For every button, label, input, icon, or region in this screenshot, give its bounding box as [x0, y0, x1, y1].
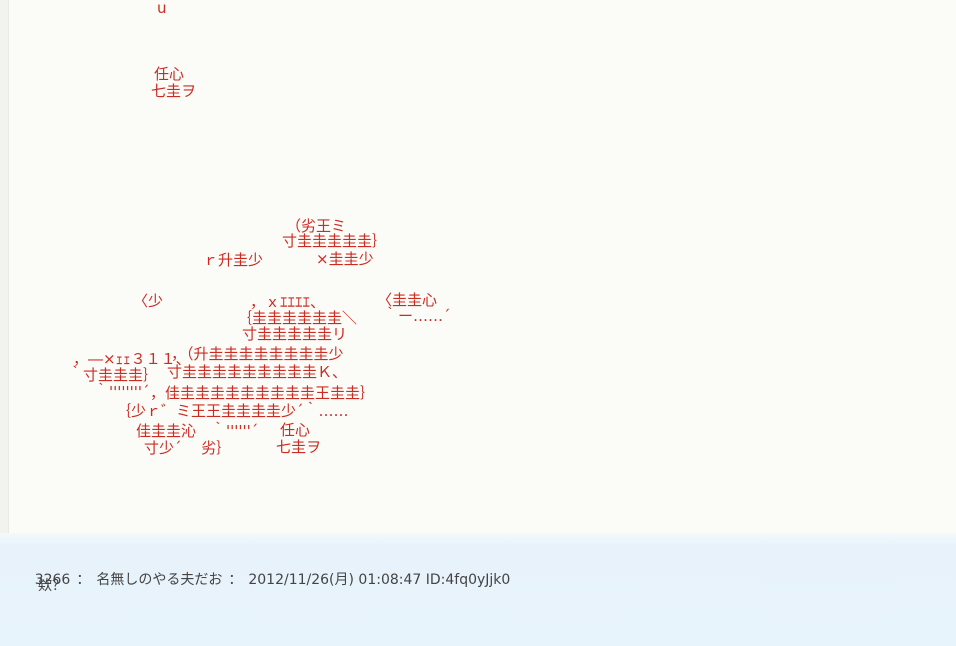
aa-line: 寸圭圭圭圭圭圭圭圭圭Ｋ、 [167, 363, 348, 381]
aa-line: ｀ー……´ [383, 307, 451, 325]
post-separator: ： [228, 572, 243, 588]
post-separator: ： [76, 572, 91, 588]
post-id: ID:4fq0yJjk0 [425, 572, 511, 588]
aa-line: ｒ升圭少 [203, 251, 264, 269]
aa-line: ｛圭圭圭圭圭圭＼ [237, 309, 358, 327]
aa-line: 〈圭圭心 [377, 291, 438, 309]
aa-line: （劣王ミ [286, 217, 347, 235]
post-header: 3266 ： 名無しのやる夫だお ： 2012/11/26(月) 01:08:47 ID… [8, 553, 511, 605]
post-block: 3266 ： 名無しのやる夫だお ： 2012/11/26(月) 01:08:47 ID… [0, 533, 956, 646]
aa-line: ，ｘｴｴｴｴ、 [250, 293, 326, 311]
aa-line: ｛少ｒ゛ミ王王圭圭圭圭少´｀…… [116, 402, 349, 420]
ascii-art-region: u 任心 七圭ヲ （劣王ミ 寸圭圭圭圭圭｝ ｒ升圭少 ×圭圭少 〈少 ，ｘｴｴｴｴ、 〈圭圭心 ｀ー… [68, 0, 451, 457]
aa-line: 任心 [154, 65, 185, 83]
aa-line: ×圭圭少 [316, 250, 374, 268]
aa-line: u [157, 0, 167, 17]
aa-line: ｀''''''''´ [94, 383, 150, 401]
left-margin [0, 0, 9, 533]
aa-line: ，佳圭圭圭圭圭圭圭圭圭王圭圭｝ [150, 384, 376, 402]
aa-line: 任心 [280, 421, 311, 439]
aa-line: ，（升圭圭圭圭圭圭圭圭少 [171, 345, 344, 363]
post-number: 3266 [34, 572, 71, 588]
aa-line: 〈少 [133, 292, 164, 310]
aa-line: ｀寸圭圭圭｝ [68, 366, 159, 384]
aa-line: 七圭ヲ [151, 82, 197, 100]
post-author: 名無しのやる夫だお [96, 572, 223, 588]
aa-line: 寸圭圭圭圭圭リ [242, 325, 348, 343]
aa-line: ，―×ｪｪ３１１、 [73, 350, 191, 368]
aa-line: 七圭ヲ [276, 438, 322, 456]
post-datetime: 2012/11/26(月) 01:08:47 [248, 572, 422, 588]
aa-line: 寸圭圭圭圭圭｝ [282, 232, 388, 250]
aa-line: 寸少´ 劣｝ [144, 439, 232, 457]
post-body: 欸？ [38, 578, 66, 594]
aa-line: 佳圭圭沁 ｀''''''´ [136, 422, 259, 440]
